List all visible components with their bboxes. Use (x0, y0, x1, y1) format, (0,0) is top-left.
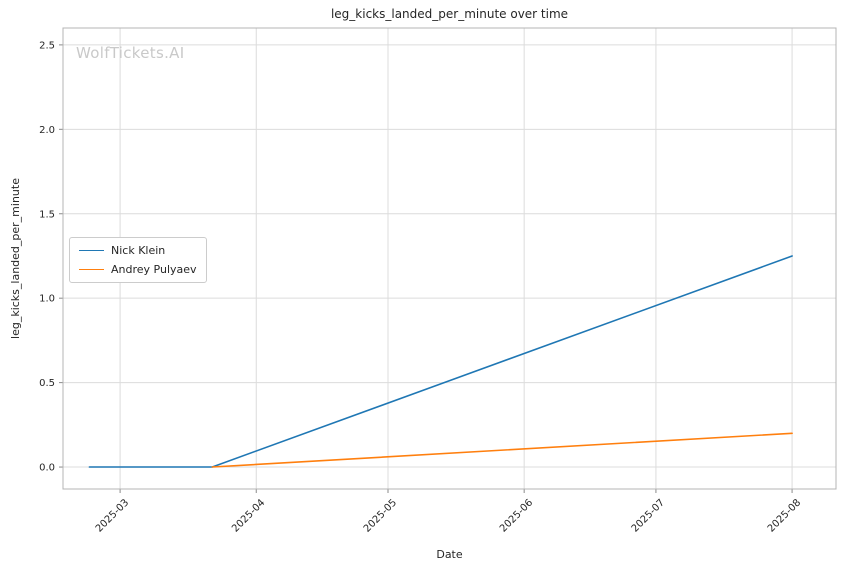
y-tick-label: 1.5 (39, 209, 55, 220)
y-tick-label: 1.0 (39, 294, 55, 305)
y-axis-label: leg_kicks_landed_per_minute (9, 178, 22, 339)
x-tick-label: 2025-05 (362, 497, 399, 534)
legend-entry-nick-klein: Nick Klein (79, 243, 197, 258)
chart-title: leg_kicks_landed_per_minute over time (330, 7, 569, 21)
x-axis-label: Date (436, 548, 463, 561)
plot-border (62, 27, 837, 490)
y-tick-label: 0.5 (39, 378, 55, 389)
y-tick-label: 2.5 (39, 40, 55, 51)
series-line-nick-klein (88, 255, 793, 468)
x-tick-label: 2025-08 (766, 497, 803, 534)
series-line-andrey-pulyaev (211, 432, 793, 468)
legend-label: Andrey Pulyaev (111, 263, 197, 276)
y-tick-label: 2.0 (39, 125, 55, 136)
x-tick-label: 2025-03 (94, 497, 131, 534)
x-tick-label: 2025-07 (630, 497, 667, 534)
legend-line-swatch (79, 269, 104, 270)
x-tick-label: 2025-04 (230, 497, 267, 534)
x-tick-label: 2025-06 (498, 497, 535, 534)
watermark: WolfTickets.AI (76, 44, 185, 62)
legend-label: Nick Klein (111, 244, 166, 257)
y-tick-label: 0.0 (39, 463, 55, 474)
legend-entry-andrey-pulyaev: Andrey Pulyaev (79, 262, 197, 277)
legend: Nick Klein Andrey Pulyaev (69, 237, 207, 283)
legend-line-swatch (79, 250, 104, 251)
